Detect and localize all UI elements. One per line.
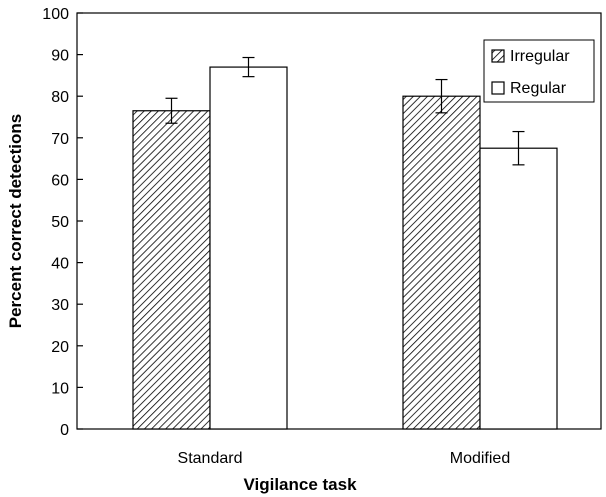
y-tick-label: 20 (51, 339, 69, 356)
error-bars (165, 56, 525, 166)
x-axis: Standard Modified (178, 423, 510, 467)
y-tick-label: 70 (51, 131, 69, 148)
x-tick-label: Modified (450, 450, 510, 467)
legend-swatch-regular (491, 81, 505, 95)
x-tick-label: Standard (178, 450, 243, 467)
bar-irregular-standard (132, 110, 211, 430)
y-tick-label: 90 (51, 48, 69, 65)
bar-regular-standard (209, 66, 288, 430)
y-tick-label: 40 (51, 256, 69, 273)
legend-label-irregular: Irregular (510, 48, 570, 65)
y-tick-label: 10 (51, 380, 69, 397)
y-tick-label: 50 (51, 214, 69, 231)
legend: Irregular Regular (483, 39, 595, 103)
bars (132, 66, 558, 430)
bar-regular-modified (479, 147, 558, 430)
x-axis-title: Vigilance task (243, 475, 357, 494)
y-tick-label: 100 (42, 6, 69, 23)
bar-irregular-modified (402, 95, 481, 430)
legend-label-regular: Regular (510, 80, 567, 97)
y-tick-label: 30 (51, 297, 69, 314)
y-axis-title: Percent correct detections (6, 114, 25, 328)
y-axis: 0 10 20 30 40 50 60 70 80 90 100 (42, 6, 83, 439)
y-tick-label: 60 (51, 172, 69, 189)
legend-swatch-irregular (491, 49, 505, 63)
y-tick-label: 0 (60, 422, 69, 439)
y-tick-label: 80 (51, 89, 69, 106)
